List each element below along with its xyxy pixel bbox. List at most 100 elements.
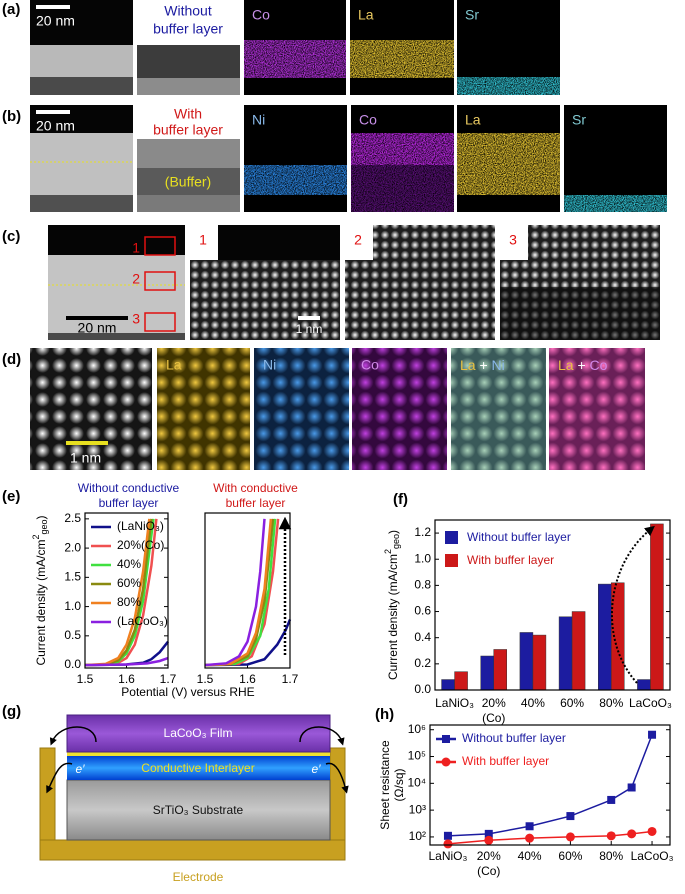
y-axis-label-part: 2	[383, 549, 393, 554]
buffer-label: (Buffer)	[165, 174, 211, 190]
haadf-image	[30, 45, 133, 77]
x-tick-label: 1.6	[239, 672, 256, 686]
series-group	[204, 518, 292, 667]
y-tick-label: 1.0	[414, 551, 431, 565]
substrate-label: SrTiO₃ Substrate	[153, 803, 244, 817]
y-tick-label: 10²	[409, 829, 426, 843]
eds-map	[549, 348, 645, 470]
eds-band	[244, 40, 346, 78]
series-line	[204, 618, 292, 667]
panel-label: (g)	[2, 703, 21, 720]
y-axis-label: Sheet resistance(Ω/sq)	[378, 740, 406, 830]
interface	[67, 752, 330, 756]
panel-label: (c)	[2, 228, 20, 245]
chart-title: buffer layer	[99, 496, 159, 510]
haadf-image	[30, 195, 133, 212]
scale-label: 1 nm	[296, 322, 323, 336]
eds-map	[254, 348, 349, 470]
eds-map	[352, 348, 447, 470]
x-tick-label: 1.5	[77, 672, 94, 686]
y-tick-label: 0.2	[414, 656, 431, 670]
eds-map	[157, 348, 250, 470]
bar	[558, 616, 573, 691]
y-axis-label-part: )	[34, 515, 48, 519]
film	[66, 714, 331, 753]
bar	[571, 611, 586, 691]
region-box	[144, 271, 176, 291]
bar	[532, 634, 547, 691]
region-label: 1	[132, 240, 140, 256]
haadf-image	[30, 133, 133, 195]
element-label: Co	[359, 112, 377, 128]
trend-arrow	[610, 525, 655, 684]
haadf-image	[500, 287, 660, 340]
bar	[637, 679, 651, 691]
eds-band	[351, 165, 454, 212]
bar	[454, 671, 468, 691]
x-tick-label: 20% (Co)	[482, 696, 506, 725]
element-label: Sr	[465, 7, 479, 23]
haadf-image	[48, 255, 185, 333]
tem-image	[137, 78, 240, 95]
y-tick-label: 0.8	[414, 578, 431, 592]
substrate	[66, 779, 331, 841]
panel-a: (a) 20 nm Without buffer layer Co La Sr	[2, 0, 560, 95]
legend-swatch	[445, 554, 458, 567]
legend-label: With buffer layer	[467, 553, 554, 567]
x-tick-label: 60%	[560, 696, 584, 710]
haadf-image	[30, 105, 133, 133]
y-tick-label: 0.5	[64, 628, 81, 642]
x-tick-label: 1.6	[118, 672, 135, 686]
y-axis-label-part: 2	[31, 534, 41, 539]
legend-label: Without buffer layer	[462, 731, 566, 745]
haadf-image	[218, 225, 340, 260]
y-tick-label: 1.5	[64, 570, 81, 584]
series-line	[447, 830, 653, 845]
tem-image	[137, 139, 240, 168]
region-label: 1	[199, 232, 207, 248]
scale-label: 20 nm	[36, 13, 75, 29]
point	[648, 730, 657, 739]
element-label: La + Co	[558, 357, 608, 373]
panel-label: (f)	[393, 491, 408, 508]
x-tick-label: LaCoO₃	[631, 849, 674, 863]
bar	[441, 679, 455, 691]
y-tick-label: 10³	[409, 802, 426, 816]
panel-label: (e)	[2, 488, 20, 505]
annotations	[278, 516, 655, 684]
point	[566, 812, 575, 821]
point	[647, 826, 657, 836]
chart-title: Without conductive	[78, 481, 180, 495]
point	[525, 833, 535, 843]
eds-band	[244, 165, 347, 195]
arrow	[49, 726, 97, 746]
panel-label: (h)	[375, 706, 394, 723]
image-title: With	[174, 106, 202, 122]
y-axis-label: Current density (mA/cm2geo)	[383, 530, 401, 680]
x-tick-label: LaNiO₃	[429, 849, 468, 863]
bar	[598, 583, 612, 691]
arrow	[46, 762, 73, 794]
element-label: Sr	[572, 112, 586, 128]
legend-label: 40%	[117, 557, 141, 571]
y-tick-label: 0.4	[414, 630, 431, 644]
y-axis-label-part: Current density (mA/cm	[386, 554, 400, 680]
region-label: 3	[132, 311, 140, 327]
legend-label: (LaCoO₃)	[117, 614, 168, 628]
y-tick-label: 10⁴	[407, 775, 426, 789]
legend-swatch	[445, 531, 458, 544]
element-label: La	[166, 357, 182, 373]
x-tick-label: 1.7	[282, 672, 299, 686]
x-tick-label: LaNiO₃	[435, 696, 474, 710]
y-tick-label: 0.0	[414, 682, 431, 696]
element-label: Co	[361, 357, 379, 373]
panel-b: (b) 20 nm With buffer layer (Buffer) Ni …	[2, 105, 667, 212]
bar	[493, 649, 507, 691]
y-tick-label: 10⁵	[408, 749, 426, 763]
point	[607, 795, 616, 804]
point	[627, 783, 636, 792]
haadf-image	[48, 333, 185, 340]
region-label: 2	[132, 271, 140, 287]
series-line	[204, 518, 273, 667]
legend-label: Without buffer layer	[467, 530, 571, 544]
